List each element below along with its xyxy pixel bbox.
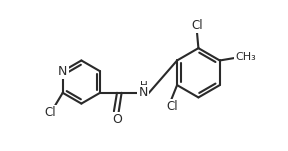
Text: H: H xyxy=(140,81,148,91)
Text: Cl: Cl xyxy=(45,106,56,119)
Text: N: N xyxy=(139,86,148,99)
Text: O: O xyxy=(112,113,122,126)
Text: Cl: Cl xyxy=(191,19,203,32)
Text: N: N xyxy=(58,65,67,78)
Text: CH₃: CH₃ xyxy=(236,52,256,62)
Text: Cl: Cl xyxy=(167,100,178,113)
